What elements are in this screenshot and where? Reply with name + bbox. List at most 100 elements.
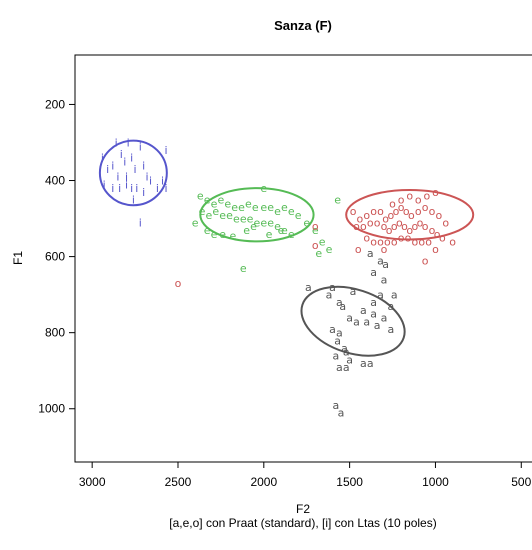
y-tick-label: 200 — [45, 97, 65, 111]
point-i: i — [161, 175, 164, 188]
point-a: a — [329, 281, 336, 294]
point-o: o — [422, 254, 429, 267]
x-axis: 3000 2500 2000 1500 1000 500 — [79, 462, 532, 489]
point-o: o — [391, 220, 398, 233]
point-i: i — [111, 182, 114, 195]
point-o: o — [377, 235, 384, 248]
point-o: o — [353, 220, 360, 233]
point-o: o — [384, 235, 391, 248]
point-o: o — [387, 209, 394, 222]
point-a: a — [343, 361, 350, 374]
point-o: o — [357, 213, 364, 226]
point-e: e — [281, 224, 288, 237]
point-e: e — [278, 224, 285, 237]
point-o: o — [367, 216, 374, 229]
point-a: a — [336, 296, 343, 309]
point-a: a — [387, 300, 394, 313]
point-o: o — [429, 224, 436, 237]
point-a: a — [367, 357, 374, 370]
point-a: a — [336, 361, 343, 374]
point-o: o — [415, 194, 422, 207]
point-o: o — [436, 209, 443, 222]
point-e: e — [231, 201, 238, 214]
point-i: i — [118, 182, 121, 195]
point-i: i — [125, 171, 128, 184]
point-o: o — [370, 235, 377, 248]
ellipse-o — [345, 189, 475, 241]
point-o: o — [422, 220, 429, 233]
point-a: a — [387, 323, 394, 336]
point-o: o — [312, 239, 319, 252]
point-o: o — [429, 205, 436, 218]
point-a: a — [343, 346, 350, 359]
point-o: o — [434, 228, 441, 241]
point-o: o — [417, 216, 424, 229]
point-o: o — [393, 205, 400, 218]
point-o: o — [425, 235, 432, 248]
x-tick-label: 1500 — [336, 475, 363, 489]
point-a: a — [339, 300, 346, 313]
y-tick-label: 1000 — [38, 402, 65, 416]
point-a: a — [305, 281, 312, 294]
y-tick-label: 600 — [45, 250, 65, 264]
point-a: a — [350, 285, 357, 298]
point-a: a — [374, 319, 381, 332]
x-tick-label: 2500 — [165, 475, 192, 489]
point-i: i — [125, 178, 128, 191]
point-o: o — [360, 220, 367, 233]
point-e: e — [238, 201, 245, 214]
point-o: o — [432, 243, 439, 256]
point-e: e — [240, 213, 247, 226]
point-e: e — [224, 197, 231, 210]
point-i: i — [120, 148, 123, 161]
point-e: e — [252, 201, 259, 214]
point-o: o — [374, 216, 381, 229]
point-a: a — [346, 353, 353, 366]
point-e: e — [288, 205, 295, 218]
point-e: e — [315, 247, 322, 260]
point-i: i — [106, 163, 109, 176]
point-a: a — [377, 254, 384, 267]
point-e: e — [267, 216, 274, 229]
point-i: i — [115, 136, 118, 149]
point-o: o — [391, 235, 398, 248]
point-a: a — [353, 315, 360, 328]
point-i: i — [156, 182, 159, 195]
point-e: e — [260, 182, 267, 195]
point-a: a — [370, 266, 377, 279]
point-a: a — [363, 315, 370, 328]
point-a: a — [333, 349, 340, 362]
point-i: i — [149, 175, 152, 188]
x-axis-label: F2 — [296, 502, 310, 516]
point-o: o — [432, 186, 439, 199]
point-e: e — [211, 228, 218, 241]
point-e: e — [233, 213, 240, 226]
point-a: a — [360, 304, 367, 317]
x-tick-label: 2000 — [250, 475, 277, 489]
plot-frame — [74, 54, 532, 463]
point-e: e — [281, 201, 288, 214]
point-e: e — [250, 220, 257, 233]
point-o: o — [363, 209, 370, 222]
y-axis: 200 400 600 800 1000 — [38, 97, 75, 416]
point-o: o — [403, 205, 410, 218]
point-e: e — [211, 197, 218, 210]
point-e: e — [240, 262, 247, 275]
x-tick-label: 1000 — [422, 475, 449, 489]
point-e: e — [226, 209, 233, 222]
point-e: e — [219, 209, 226, 222]
point-e: e — [274, 220, 281, 233]
x-tick-label: 3000 — [79, 475, 106, 489]
point-i: i — [164, 144, 167, 157]
point-e: e — [254, 216, 261, 229]
point-e: e — [260, 216, 267, 229]
point-e: e — [212, 205, 219, 218]
point-e: e — [288, 228, 295, 241]
point-e: e — [218, 194, 225, 207]
point-i: i — [146, 171, 149, 184]
point-e: e — [274, 205, 281, 218]
point-o: o — [411, 220, 418, 233]
